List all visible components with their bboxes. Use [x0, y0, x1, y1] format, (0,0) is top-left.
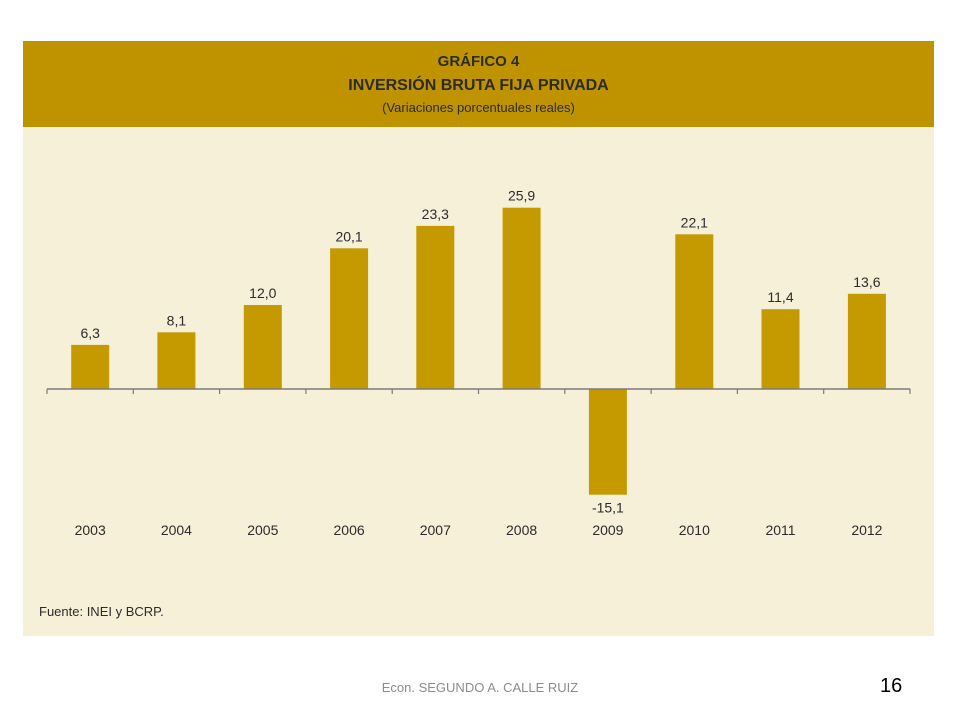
tick-label-2011: 2011	[765, 522, 795, 538]
tick-label-2012: 2012	[851, 522, 882, 538]
tick-label-2009: 2009	[592, 522, 623, 538]
bar-2003	[71, 344, 110, 389]
chart-panel: GRÁFICO 4 INVERSIÓN BRUTA FIJA PRIVADA (…	[23, 41, 934, 636]
data-label-2011: 11,4	[767, 289, 793, 305]
bar-2010	[675, 234, 714, 389]
bar-2011	[761, 309, 800, 389]
tick-label-2006: 2006	[334, 522, 365, 538]
data-label-2005: 12,0	[249, 285, 276, 301]
data-label-2006: 20,1	[335, 228, 362, 244]
tick-label-2004: 2004	[161, 522, 192, 538]
data-label-2003: 6,3	[80, 325, 100, 341]
chart-title: INVERSIÓN BRUTA FIJA PRIVADA	[348, 77, 609, 94]
bar-2006	[330, 248, 369, 389]
bar-2008	[502, 207, 541, 389]
tick-label-2005: 2005	[247, 522, 278, 538]
bar-2005	[243, 305, 282, 389]
bar-chart: 6,3 2003 8,1 2004 12,0 2005 20,1 2006 23,3 2007 25…	[46, 188, 911, 538]
data-label-2008: 25,9	[508, 188, 535, 204]
tick-label-2010: 2010	[679, 522, 710, 538]
footer-author: Econ. SEGUNDO A. CALLE RUIZ	[381, 680, 579, 695]
data-label-2004: 8,1	[167, 312, 187, 328]
chart-header: GRÁFICO 4 INVERSIÓN BRUTA FIJA PRIVADA (…	[23, 41, 934, 127]
bar-2012	[847, 293, 886, 389]
data-label-2009: -15,1	[592, 500, 624, 516]
bar-2004	[157, 332, 196, 389]
chart-subtitle: (Variaciones porcentuales reales)	[382, 100, 575, 115]
tick-label-2003: 2003	[75, 522, 106, 538]
page-number: 16	[880, 675, 903, 697]
tick-label-2007: 2007	[420, 522, 451, 538]
data-label-2010: 22,1	[681, 214, 708, 230]
data-label-2007: 23,3	[422, 206, 449, 222]
bar-2007	[416, 225, 455, 389]
data-label-2012: 13,6	[853, 274, 880, 290]
bar-2009	[588, 389, 627, 495]
tick-label-2008: 2008	[506, 522, 537, 538]
chart-kicker: GRÁFICO 4	[437, 53, 520, 70]
chart-source: Fuente: INEI y BCRP.	[39, 604, 164, 619]
